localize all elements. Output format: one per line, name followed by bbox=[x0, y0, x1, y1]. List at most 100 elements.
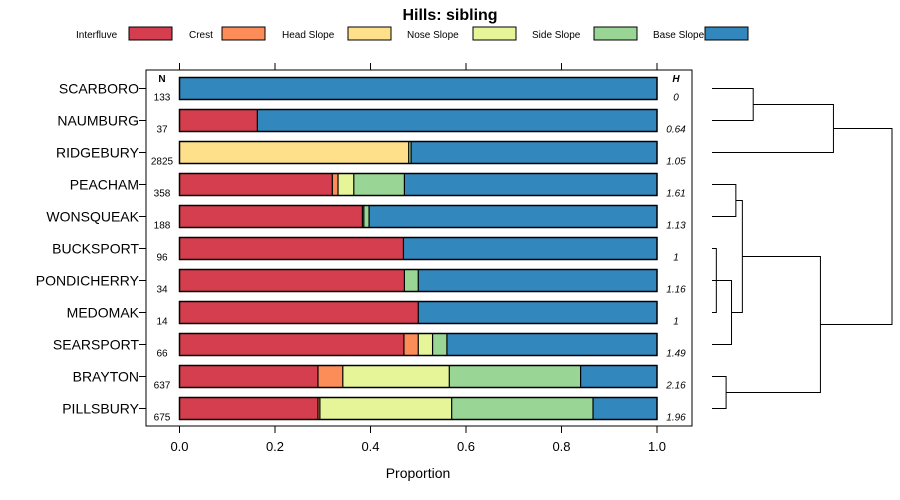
bar-segment-interfluve bbox=[179, 173, 333, 196]
bar-row-wonsqueak: WONSQUEAK 188 1.13 bbox=[46, 204, 686, 232]
bar-segment-side-slope bbox=[449, 365, 581, 388]
bar-segment-interfluve bbox=[179, 109, 258, 132]
h-value: 1.16 bbox=[666, 285, 686, 296]
dendrogram-link-7 bbox=[726, 256, 821, 393]
bar-outline bbox=[178, 204, 658, 229]
bar-outline bbox=[178, 364, 658, 389]
bar-outline bbox=[178, 76, 658, 101]
legend-swatch-6 bbox=[704, 26, 749, 41]
n-value: 66 bbox=[156, 349, 168, 360]
bar-segment-nose-slope bbox=[342, 365, 450, 388]
bar-segment-nose-slope bbox=[418, 333, 433, 356]
n-value: 37 bbox=[156, 125, 168, 136]
x-axis-title: Proportion bbox=[386, 465, 451, 481]
dendrogram-link-3 bbox=[712, 184, 737, 217]
h-value: 1.49 bbox=[666, 349, 686, 360]
bar-outline bbox=[178, 236, 658, 261]
row-label: WONSQUEAK bbox=[46, 209, 139, 225]
legend: Interfluve Crest Head Slope Nose Slope Side … bbox=[76, 26, 749, 41]
n-value: 96 bbox=[156, 253, 168, 264]
bar-segment-interfluve bbox=[179, 365, 318, 388]
bar-segment-base-slope bbox=[257, 109, 657, 132]
dendrogram-link-2 bbox=[712, 88, 754, 121]
x-tick-label-2: 0.4 bbox=[361, 439, 379, 454]
bar-segment-base-slope bbox=[593, 397, 657, 420]
bar-rows: SCARBORO 133 0 NAUMBURG 37 0.64 RIDGEBURY 2825 1… bbox=[36, 76, 686, 424]
x-axis: 0.0 0.2 0.4 0.6 0.8 1.0 bbox=[170, 426, 666, 454]
top-axis-ticks bbox=[179, 63, 658, 70]
x-tick-label-0: 0.0 bbox=[170, 439, 188, 454]
row-label: BUCKSPORT bbox=[52, 241, 139, 257]
bar-segment-crest bbox=[317, 365, 343, 388]
bar-segment-base-slope bbox=[179, 77, 657, 100]
bar-segment-head-slope bbox=[179, 141, 409, 164]
n-value: 34 bbox=[156, 285, 168, 296]
row-label: PEACHAM bbox=[70, 177, 139, 193]
bar-segment-base-slope bbox=[404, 173, 657, 196]
h-value: 2.16 bbox=[665, 381, 686, 392]
bar-segment-side-slope bbox=[404, 269, 419, 292]
bar-outline bbox=[178, 332, 658, 357]
bar-row-medomak: MEDOMAK 14 1 bbox=[67, 300, 679, 328]
bar-segment-side-slope bbox=[451, 397, 594, 420]
bar-segment-side-slope bbox=[408, 141, 412, 164]
bar-outline bbox=[178, 140, 658, 165]
bar-segment-interfluve bbox=[179, 333, 404, 356]
bar-segment-side-slope bbox=[353, 173, 405, 196]
h-value: 1.05 bbox=[666, 157, 686, 168]
bar-segment-crest bbox=[403, 333, 419, 356]
bar-segment-crest bbox=[332, 173, 339, 196]
bar-segment-base-slope bbox=[446, 333, 657, 356]
bar-outline bbox=[178, 108, 658, 133]
x-tick-label-1: 0.2 bbox=[266, 439, 284, 454]
row-label: SCARBORO bbox=[59, 81, 139, 97]
x-tick-label-4: 0.8 bbox=[552, 439, 570, 454]
legend-swatch-3 bbox=[347, 26, 392, 41]
bar-segment-base-slope bbox=[418, 269, 657, 292]
bar-segment-interfluve bbox=[179, 205, 363, 228]
legend-swatch-1 bbox=[128, 26, 173, 41]
bar-segment-interfluve bbox=[179, 397, 318, 420]
legend-swatch-5 bbox=[593, 26, 638, 41]
h-value: 1 bbox=[673, 317, 679, 328]
h-value: 0.64 bbox=[666, 125, 686, 136]
bar-outline bbox=[178, 396, 658, 421]
row-label: RIDGEBURY bbox=[56, 145, 140, 161]
bar-segment-crest bbox=[317, 397, 320, 420]
bar-segment-interfluve bbox=[179, 269, 405, 292]
dendrogram-link-6 bbox=[712, 376, 727, 409]
bar-outline bbox=[178, 172, 658, 197]
legend-label-5: Side Slope bbox=[532, 30, 581, 41]
h-value: 1.61 bbox=[666, 189, 685, 200]
h-value: 1.13 bbox=[666, 221, 686, 232]
h-value: 1.96 bbox=[666, 413, 686, 424]
row-label: MEDOMAK bbox=[67, 305, 140, 321]
dendrogram-link-4 bbox=[712, 280, 733, 345]
bar-row-scarboro: SCARBORO 133 0 bbox=[59, 76, 679, 104]
legend-label-2: Crest bbox=[189, 30, 213, 41]
bar-segment-base-slope bbox=[418, 301, 657, 324]
bar-segment-base-slope bbox=[403, 237, 657, 260]
bar-outline bbox=[178, 268, 658, 293]
n-column-header: N bbox=[158, 74, 165, 85]
bar-segment-base-slope bbox=[411, 141, 657, 164]
bar-segment-interfluve bbox=[179, 237, 404, 260]
n-value: 358 bbox=[154, 189, 171, 200]
row-label: PILLSBURY bbox=[62, 401, 139, 417]
n-value: 133 bbox=[154, 93, 171, 104]
n-value: 14 bbox=[156, 317, 168, 328]
dendrogram bbox=[712, 88, 893, 409]
bar-row-peacham: PEACHAM 358 1.61 bbox=[70, 172, 686, 200]
bar-segment-base-slope bbox=[580, 365, 657, 388]
dendrogram-link-5 bbox=[731, 200, 743, 313]
legend-label-6: Base Slope bbox=[653, 30, 705, 41]
row-label: NAUMBURG bbox=[57, 113, 139, 129]
n-value: 675 bbox=[154, 413, 171, 424]
x-tick-label-3: 0.6 bbox=[457, 439, 475, 454]
row-label: PONDICHERRY bbox=[36, 273, 140, 289]
legend-swatch-4 bbox=[472, 26, 517, 41]
bar-row-bucksport: BUCKSPORT 96 1 bbox=[52, 236, 679, 264]
bar-segment-nose-slope bbox=[338, 173, 354, 196]
n-value: 637 bbox=[154, 381, 171, 392]
